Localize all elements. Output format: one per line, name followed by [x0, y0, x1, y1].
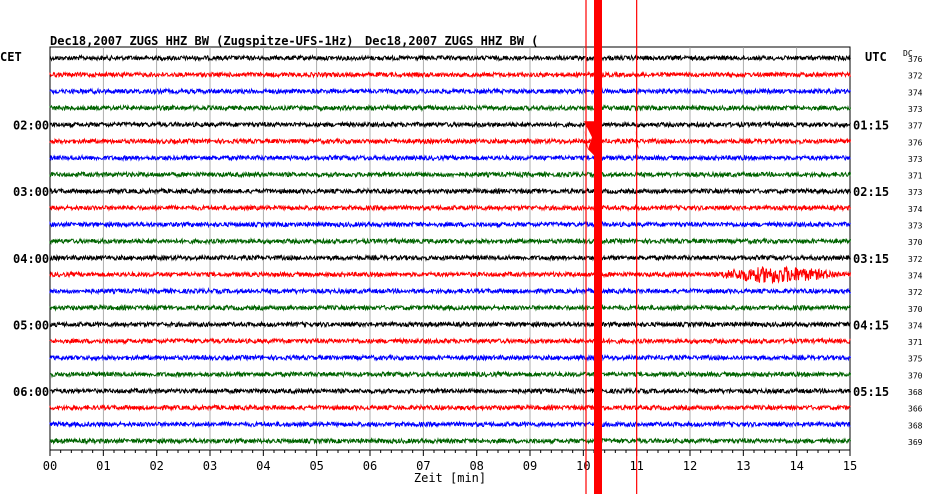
dc-value: 373 [908, 105, 923, 114]
right-time-label: 03:15 [853, 252, 889, 266]
trace-6 [49, 153, 851, 162]
trace-8 [49, 187, 851, 196]
x-tick-label: 13 [736, 459, 750, 473]
x-tick-label: 02 [149, 459, 163, 473]
left-time-label: 04:00 [13, 252, 49, 266]
x-tick-label: 09 [523, 459, 537, 473]
spike-burst [584, 130, 588, 150]
x-tick-label: 06 [363, 459, 377, 473]
left-time-label: 05:00 [13, 318, 49, 332]
x-tick-label: 07 [416, 459, 430, 473]
spike-burst [634, 130, 639, 150]
trace-7 [49, 170, 851, 179]
dc-value: 374 [908, 271, 923, 280]
trace-15 [49, 303, 851, 312]
cet-label: CET [0, 50, 22, 64]
right-time-label: 05:15 [853, 385, 889, 399]
x-axis-label: Zeit [min] [414, 471, 486, 485]
dc-value: 374 [908, 205, 923, 214]
utc-label: UTC [865, 50, 887, 64]
trace-17 [49, 336, 851, 346]
dc-value: 373 [908, 155, 923, 164]
trace-4 [49, 120, 851, 129]
right-time-label: 01:15 [853, 119, 889, 133]
x-tick-label: 04 [256, 459, 270, 473]
x-tick-label: 03 [203, 459, 217, 473]
dc-value: 376 [908, 55, 923, 64]
chart-title: Dec18,2007 ZUGS HHZ BW (Zugspitze-UFS-1H… [50, 34, 353, 48]
plot-frame [49, 46, 851, 451]
x-tick-label: 14 [789, 459, 803, 473]
x-tick-label: 15 [843, 459, 857, 473]
dc-value: 376 [908, 138, 923, 147]
trace-22 [49, 420, 851, 429]
dc-value: 371 [908, 338, 923, 347]
trace-10 [49, 220, 851, 229]
right-time-label: 04:15 [853, 318, 889, 332]
trace-23 [49, 437, 851, 446]
left-time-label: 02:00 [13, 119, 49, 133]
dc-value: 369 [908, 438, 923, 447]
trace-1 [49, 70, 851, 79]
dc-value: 372 [908, 288, 923, 297]
dc-label: DC [903, 49, 913, 58]
dc-value: 372 [908, 72, 923, 81]
x-tick-label: 08 [469, 459, 483, 473]
dc-value: 372 [908, 255, 923, 264]
trace-18 [49, 353, 851, 362]
trace-13 [49, 265, 851, 285]
trace-5 [49, 137, 851, 146]
trace-21 [49, 403, 851, 412]
dc-value: 373 [908, 188, 923, 197]
dc-value: 368 [908, 388, 923, 397]
trace-14 [49, 286, 851, 296]
dc-value: 377 [908, 122, 923, 131]
dc-value: 371 [908, 172, 923, 181]
dc-value: 370 [908, 371, 923, 380]
dc-value: 370 [908, 238, 923, 247]
x-tick-label: 10 [576, 459, 590, 473]
trace-20 [49, 386, 851, 396]
dc-value: 366 [908, 405, 923, 414]
left-time-label: 06:00 [13, 385, 49, 399]
dc-value: 374 [908, 88, 923, 97]
x-tick-label: 05 [309, 459, 323, 473]
trace-12 [49, 253, 851, 262]
dc-value: 368 [908, 421, 923, 430]
trace-19 [49, 370, 851, 379]
left-time-label: 03:00 [13, 185, 49, 199]
trace-9 [49, 203, 851, 212]
chart-title-continued: Dec18,2007 ZUGS HHZ BW ( [365, 34, 538, 48]
dc-value: 375 [908, 355, 923, 364]
trace-16 [49, 320, 851, 329]
dc-value: 370 [908, 305, 923, 314]
trace-11 [49, 237, 851, 246]
right-time-label: 02:15 [853, 185, 889, 199]
x-tick-label: 12 [683, 459, 697, 473]
dc-value: 374 [908, 321, 923, 330]
saturated-band [594, 0, 602, 494]
dc-value: 373 [908, 222, 923, 231]
traces-group [49, 53, 851, 446]
x-tick-label: 01 [96, 459, 110, 473]
x-tick-label: 00 [43, 459, 57, 473]
trace-0 [49, 53, 851, 62]
trace-3 [49, 103, 851, 113]
saturation-burst [584, 121, 594, 156]
trace-2 [49, 87, 851, 96]
